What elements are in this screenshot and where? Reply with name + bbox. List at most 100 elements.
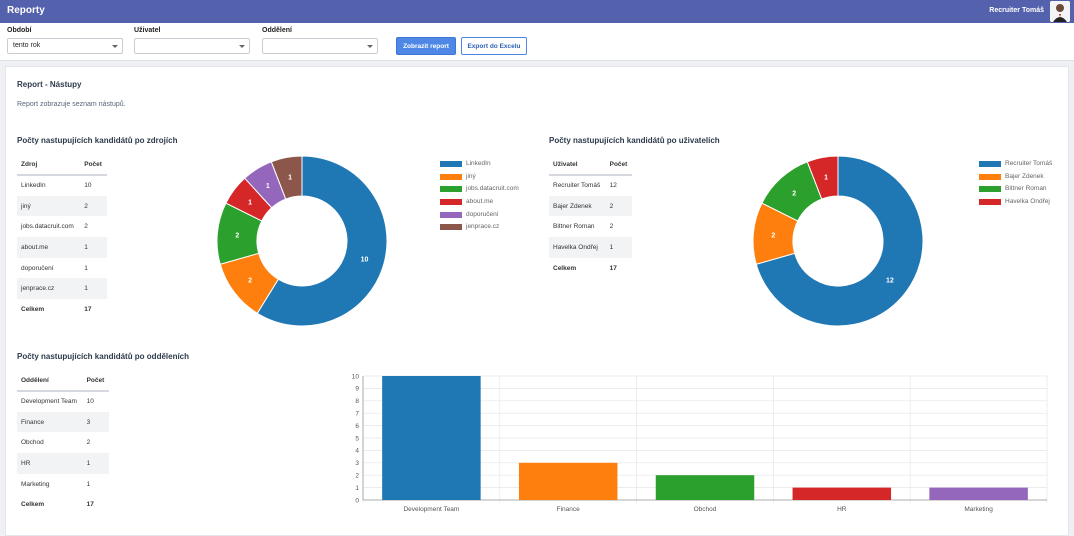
legend-swatch: [979, 173, 1001, 180]
table-row: doporučení 1: [17, 258, 107, 279]
departments-table: Oddělení Počet Development Team 10 Financ…: [17, 371, 109, 515]
total-label: Celkem: [21, 501, 45, 509]
sources-table: Zdroj Počet LinkedIn 10 jiný 2 jobs.datacr…: [17, 155, 107, 320]
department-select[interactable]: [262, 38, 378, 54]
legend-item-bajer-zdenek[interactable]: Bajer Zdenek: [979, 173, 1067, 186]
table-header-row: Uživatel Počet: [549, 155, 632, 176]
legend-swatch: [440, 186, 462, 193]
row-count: 1: [605, 237, 632, 258]
row-name: Bittner Roman: [553, 223, 595, 231]
legend-swatch: [440, 211, 462, 218]
legend-swatch: [440, 173, 462, 180]
report-card: Report - Nástupy Report zobrazuje seznam…: [5, 66, 1069, 536]
legend-swatch: [440, 199, 462, 206]
column-header: Oddělení: [17, 371, 83, 392]
avatar[interactable]: [1050, 1, 1070, 22]
row-name: about.me: [17, 237, 81, 258]
legend-label: Havelka Ondřej: [1005, 198, 1050, 206]
legend-item-jobs-datacruit-com[interactable]: jobs.datacruit.com: [440, 185, 550, 198]
legend-item-jenprace-cz[interactable]: jenprace.cz: [440, 223, 550, 236]
y-tick-label: 10: [352, 373, 360, 380]
pie-slice-linkedin[interactable]: [256, 155, 388, 327]
slice-value-label: 2: [771, 233, 775, 240]
row-count: 10: [84, 182, 92, 190]
legend-swatch: [979, 199, 1001, 206]
row-count: 10: [86, 398, 94, 406]
y-tick-label: 6: [355, 423, 359, 430]
total-count: 17: [609, 264, 617, 272]
row-name: LinkedIn: [21, 182, 46, 190]
slice-value-label: 2: [235, 233, 239, 240]
table-row: Finance 3: [17, 411, 109, 433]
sources-legend: LinkedIn jiný jobs.datacruit.com about.me do…: [440, 160, 550, 236]
legend-item-havelka-ondrej[interactable]: Havelka Ondřej: [979, 198, 1067, 211]
x-tick-label: HR: [837, 506, 847, 513]
y-tick-label: 7: [355, 411, 359, 418]
legend-item-about-me[interactable]: about.me: [440, 198, 550, 211]
row-count: 1: [82, 453, 109, 474]
y-tick-label: 5: [355, 435, 359, 442]
legend-item-doporuceni[interactable]: doporučení: [440, 211, 550, 224]
users-heading: Počty nastupujících kandidátů po uživate…: [549, 136, 720, 145]
row-name: Havelka Ondřej: [549, 237, 606, 258]
legend-swatch: [979, 186, 1001, 193]
chevron-down-icon: [367, 45, 373, 48]
row-name: HR: [17, 453, 83, 474]
total-count: 17: [86, 501, 94, 509]
pie-slice-recruiter-tomas[interactable]: [755, 155, 924, 327]
row-name: jiný: [17, 195, 81, 217]
department-filter-label: Oddělení: [262, 27, 292, 34]
user-name[interactable]: Recruiter Tomáš: [989, 7, 1044, 14]
table-row: Havelka Ondřej 1: [549, 237, 632, 258]
period-select[interactable]: tento rok: [7, 38, 123, 54]
legend-item-recruiter-tomas[interactable]: Recruiter Tomáš: [979, 160, 1067, 173]
table-row: jiný 2: [17, 195, 107, 217]
slice-value-label: 1: [266, 183, 270, 190]
y-tick-label: 3: [355, 460, 359, 467]
sources-heading: Počty nastupujících kandidátů po zdrojíc…: [17, 136, 178, 145]
bar-finance[interactable]: [518, 462, 618, 500]
pie-slice-jenprace-cz[interactable]: [270, 155, 303, 200]
export-excel-button[interactable]: Export do Excelu: [461, 37, 527, 55]
y-tick-label: 4: [355, 448, 359, 455]
bar-obchod[interactable]: [655, 475, 755, 500]
legend-swatch: [979, 161, 1001, 167]
pie-slice-havelka-ondrej[interactable]: [806, 155, 839, 200]
user-avatar-icon: [1050, 1, 1070, 22]
bar-marketing[interactable]: [929, 487, 1028, 500]
legend-item-linkedin[interactable]: LinkedIn: [440, 160, 550, 173]
table-row: HR 1: [17, 453, 109, 474]
row-count: 2: [609, 223, 614, 231]
table-row: Bajer Zdenek 2: [549, 195, 632, 217]
user-select[interactable]: [134, 38, 250, 54]
row-count: 1: [80, 278, 107, 300]
row-name: jenprace.cz: [17, 278, 81, 300]
slice-value-label: 1: [248, 199, 252, 206]
report-title: Report - Nástupy: [17, 80, 82, 89]
column-header: Počet: [80, 155, 107, 176]
total-count: 17: [84, 305, 92, 313]
row-count: 1: [86, 480, 91, 488]
row-name: jobs.datacruit.com: [21, 223, 74, 231]
column-header: Počet: [605, 155, 632, 176]
legend-swatch: [440, 224, 462, 231]
legend-label: jenprace.cz: [466, 223, 500, 231]
row-count: 3: [82, 411, 109, 433]
row-count: 2: [86, 439, 91, 447]
row-name: doporučení: [21, 264, 54, 272]
legend-item-jiny[interactable]: jiný: [440, 173, 550, 186]
slice-value-label: 10: [361, 256, 369, 263]
show-report-button[interactable]: Zobrazit report: [396, 37, 456, 55]
row-count: 1: [80, 237, 107, 258]
slice-value-label: 1: [288, 175, 292, 182]
row-name: Recruiter Tomáš: [553, 182, 601, 190]
users-donut-chart: 12 2 2 1: [752, 155, 924, 327]
legend-item-bittner-roman[interactable]: Bittner Roman: [979, 185, 1067, 198]
x-tick-label: Obchod: [694, 506, 717, 513]
y-tick-label: 0: [355, 497, 359, 504]
bar-development-team[interactable]: [382, 376, 481, 500]
slice-value-label: 2: [248, 278, 252, 285]
table-row: about.me 1: [17, 237, 107, 258]
row-count: 12: [609, 182, 617, 190]
bar-hr[interactable]: [792, 487, 892, 500]
